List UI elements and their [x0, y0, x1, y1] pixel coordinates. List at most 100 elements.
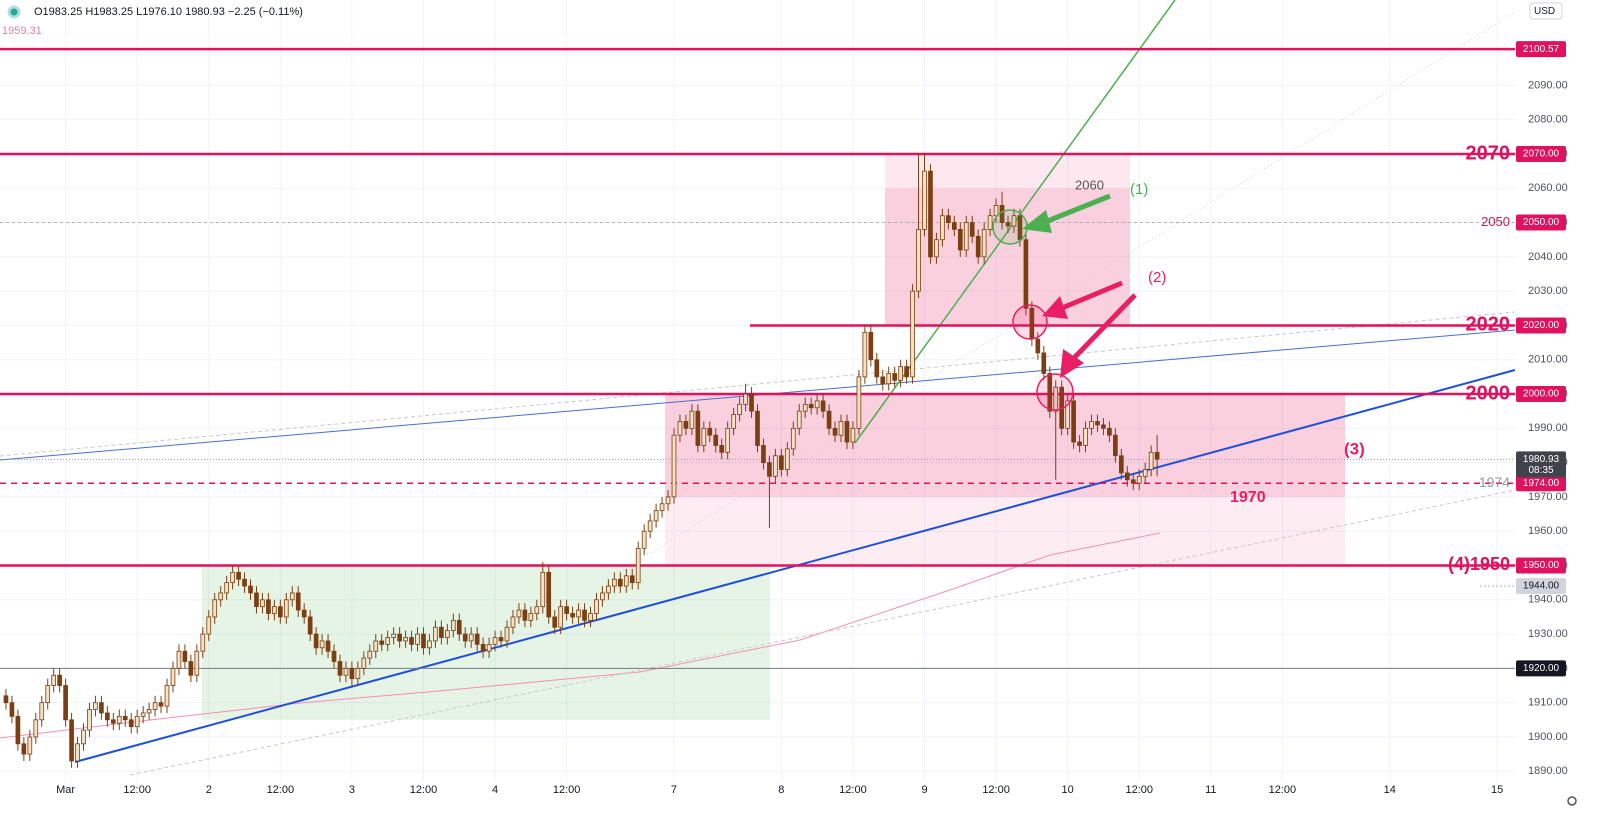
candle-body	[486, 643, 492, 652]
candle-body	[367, 650, 373, 659]
candle-body	[200, 633, 206, 652]
candle-body	[63, 685, 68, 721]
level-text: 2070	[1466, 142, 1511, 164]
candle-body	[1023, 239, 1029, 309]
levels	[0, 47, 1515, 669]
candle-body	[260, 599, 265, 608]
candle-body	[731, 414, 736, 429]
candle-body	[492, 637, 498, 645]
y-tick-label: 1900.00	[1528, 731, 1568, 743]
price-badge-label: 2020.00	[1523, 320, 1560, 331]
candle-body	[623, 575, 629, 587]
candle-body	[612, 578, 617, 587]
candle-body	[421, 633, 426, 649]
candle-body	[671, 434, 677, 498]
x-tick-label: 12:00	[553, 784, 581, 796]
candle-body	[647, 520, 653, 532]
candle-body	[946, 215, 951, 223]
candle-body	[283, 599, 289, 618]
header: O1983.25 H1983.25 L1976.10 1980.93 −2.25…	[2, 2, 1577, 806]
x-tick-label: 12:00	[839, 784, 867, 796]
candle-body	[93, 702, 98, 710]
x-tick-label: 12:00	[410, 784, 438, 796]
price-badge-label: 1944.00	[1523, 581, 1560, 592]
candle-body	[462, 633, 468, 642]
x-tick-label: 4	[492, 784, 498, 796]
candle-body	[504, 626, 510, 642]
candle-body	[826, 410, 832, 429]
candle-body	[1101, 424, 1106, 429]
x-tick-label: 15	[1491, 784, 1503, 796]
candle-body	[289, 592, 295, 601]
price-badge	[1516, 557, 1566, 574]
candle-body	[248, 585, 253, 594]
candle-body	[1124, 472, 1130, 481]
candle-body	[266, 599, 271, 614]
marker-circle	[992, 209, 1028, 245]
candle-body	[331, 650, 337, 662]
overlay: 2070 2050 2020 2000 1974 (4)1950 2060 (1) (2) (3)…	[992, 142, 1511, 574]
candle-body	[838, 421, 844, 436]
candle-body	[110, 719, 116, 724]
candle-body	[468, 633, 474, 642]
currency-button[interactable]	[1529, 2, 1563, 20]
x-tick-label: 12:00	[982, 784, 1010, 796]
candle-body	[880, 376, 886, 385]
candle-body	[582, 609, 587, 621]
candle-body	[134, 715, 140, 728]
candle-body	[576, 609, 581, 618]
candle-body	[1089, 421, 1094, 429]
time-axis	[0, 781, 1515, 813]
candle-body	[892, 373, 898, 381]
candle-body	[206, 616, 212, 635]
candle-body	[761, 445, 766, 464]
candles	[3, 153, 1160, 768]
candle-body	[659, 503, 665, 512]
candle-body	[617, 578, 623, 587]
price-badge-label: 2000.00	[1523, 389, 1560, 400]
candle-body	[15, 715, 21, 745]
candle-body	[629, 575, 635, 584]
y-tick-label: 2080.00	[1528, 114, 1568, 126]
candle-body	[27, 736, 33, 755]
trend-line	[129, 489, 1516, 776]
x-tick-label: Mar	[56, 784, 75, 796]
candle-body	[194, 650, 200, 676]
candle-body	[784, 448, 790, 470]
y-tick-label: 2060.00	[1528, 182, 1568, 194]
candle-body	[498, 637, 504, 642]
candle-body	[1107, 427, 1112, 436]
candle-body	[844, 421, 850, 443]
candle-body	[1035, 338, 1041, 354]
candle-body	[898, 366, 903, 381]
candle-body	[993, 205, 999, 217]
candle-body	[779, 455, 784, 470]
candle-body	[122, 715, 128, 721]
price-badge	[1516, 386, 1566, 403]
candle-body	[272, 606, 277, 614]
candle-body	[773, 455, 778, 477]
candle-body	[343, 667, 349, 676]
x-tick-label: 9	[921, 784, 927, 796]
price-badge	[1516, 317, 1566, 334]
candle-body	[301, 609, 307, 618]
x-tick-label: 10	[1062, 784, 1074, 796]
currency-label[interactable]: USD	[1534, 6, 1555, 17]
candle-body	[600, 592, 605, 601]
arrow-head	[1060, 349, 1084, 378]
price-badge	[1516, 214, 1566, 231]
candle-body	[635, 547, 641, 584]
candle-body	[170, 667, 176, 686]
candle-body	[701, 427, 707, 446]
candle-body	[140, 712, 146, 717]
y-tick-label: 2030.00	[1528, 285, 1568, 297]
candle-body	[146, 709, 152, 714]
candle-body	[313, 633, 319, 649]
price-badge	[1516, 41, 1566, 58]
candle-body	[1113, 434, 1118, 457]
candle-body	[1148, 451, 1154, 470]
candle-body	[665, 496, 671, 505]
candle-body	[951, 222, 957, 230]
candle-body	[427, 640, 432, 649]
settings-icon[interactable]	[1567, 796, 1577, 806]
